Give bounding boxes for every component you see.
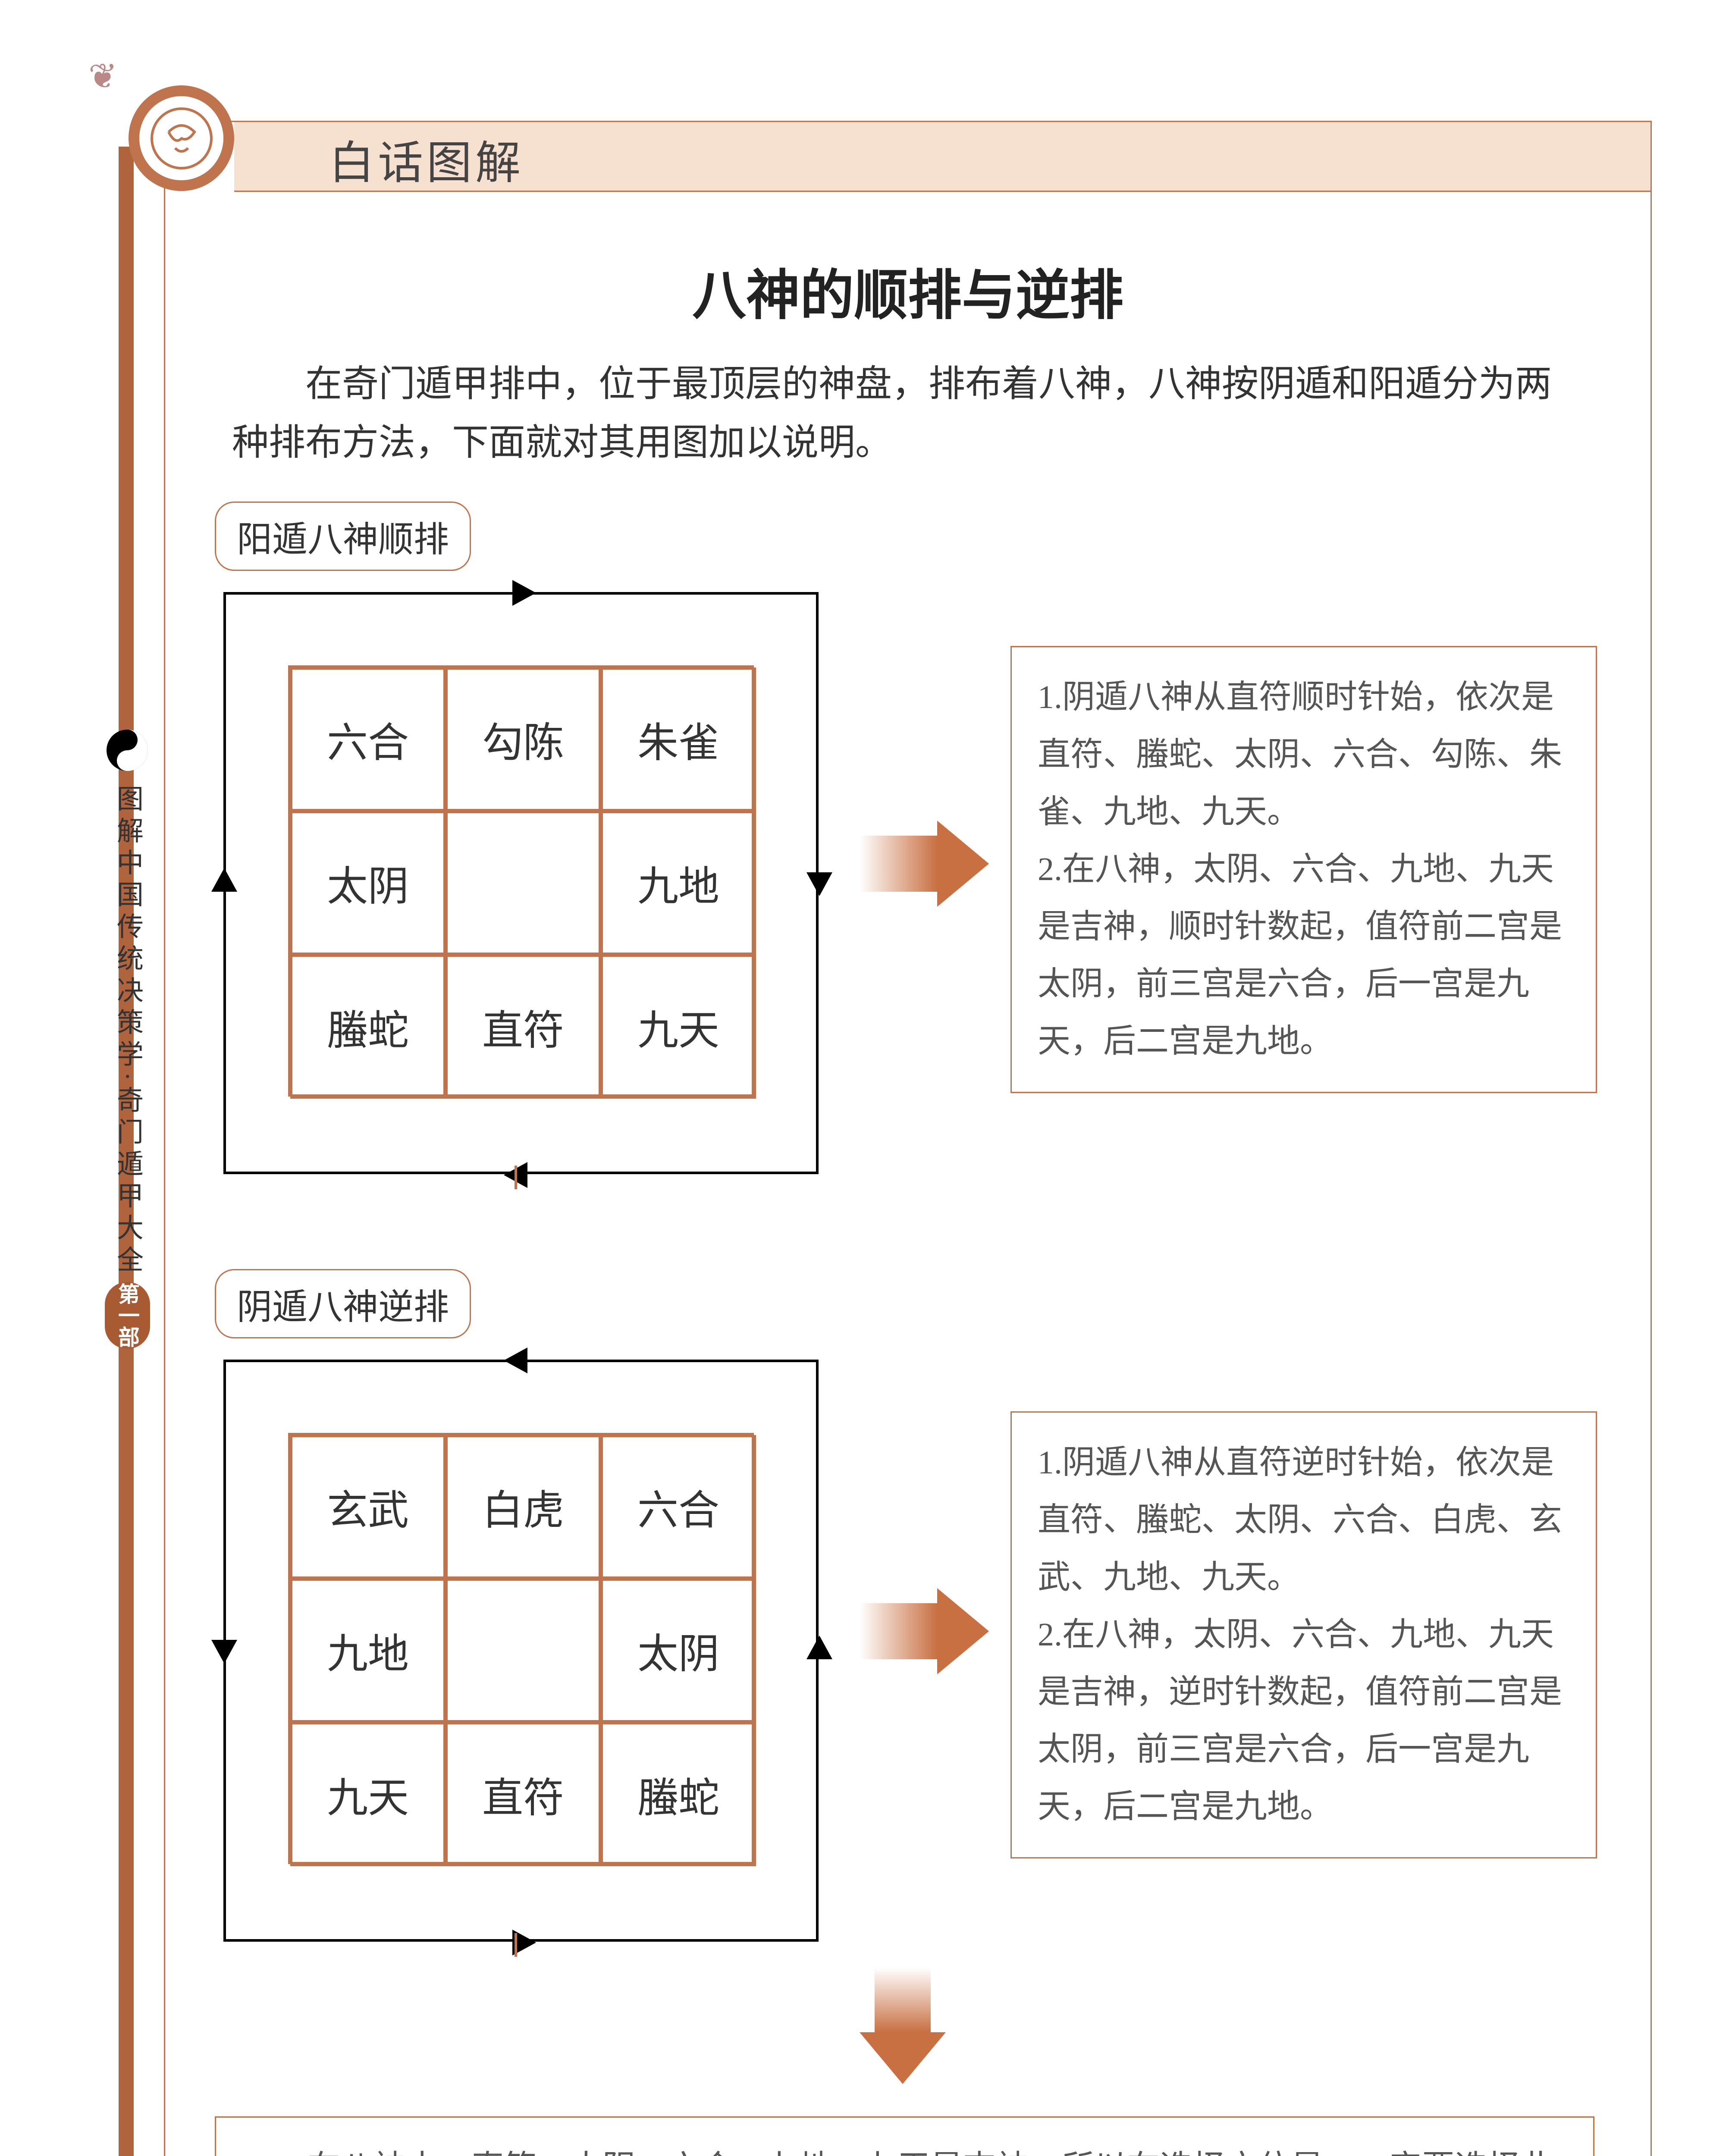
info-box-footer: 在八神中，直符、太阴、六合、九地、九天是吉神，所以在选择方位是，一定要选择此方位… (215, 2116, 1594, 2156)
grid-cell: 六合 (290, 667, 446, 811)
spine-text: 图解中国传统决策学·奇门遁甲大全 (108, 785, 147, 1278)
grid-cell: 直符 (446, 1722, 601, 1866)
spine-badge: 第一部 (105, 1282, 150, 1349)
spine-label: 图解中国传统决策学·奇门遁甲大全 第一部 (97, 729, 157, 1349)
yinyang-icon (106, 729, 149, 772)
diagram-yin: 玄武 白虎 六合 九地 太阴 九天 直符 螣蛇 (215, 1351, 827, 1955)
grid-cell: 九天 (601, 955, 756, 1099)
diagram-yang: 六合 勾陈 朱雀 太阴 九地 螣蛇 直符 九天 (215, 583, 827, 1187)
section2-label: 阴遁八神逆排 (215, 1269, 471, 1338)
header-bar: 白话图解 (234, 121, 1652, 192)
grid-cell (446, 1579, 601, 1722)
big-arrow-down-icon (860, 1968, 946, 2097)
grid-cell: 九天 (290, 1722, 446, 1866)
grid-yin: 玄武 白虎 六合 九地 太阴 九天 直符 螣蛇 (288, 1433, 754, 1864)
corner-ornament: ❦ (88, 56, 117, 97)
start-tick (515, 1933, 517, 1957)
info-box-1: 1.阴遁八神从直符顺时针始，依次是直符、螣蛇、太阴、六合、勾陈、朱雀、九地、九天… (1010, 646, 1597, 1093)
arrow-icon (211, 1640, 237, 1664)
header-circle (129, 85, 234, 191)
header-bar-title: 白话图解 (329, 126, 524, 192)
arrow-icon (806, 872, 832, 896)
grid-cell: 九地 (601, 811, 756, 955)
arrow-icon (504, 1348, 527, 1373)
grid-cell: 玄武 (290, 1435, 446, 1579)
dragon-icon (139, 96, 223, 180)
grid-cell: 太阴 (290, 811, 446, 955)
grid-cell (446, 811, 601, 955)
grid-cell: 太阴 (601, 1579, 756, 1722)
big-arrow-right-icon (860, 1588, 989, 1674)
grid-cell: 白虎 (446, 1435, 601, 1579)
page-title: 八神的顺排与逆排 (165, 251, 1650, 329)
arrow-icon (806, 1636, 832, 1659)
grid-cell: 九地 (290, 1579, 446, 1722)
intro-text: 在奇门遁甲排中，位于最顶层的神盘，排布着八神，八神按阴遁和阳遁分为两种排布方法，… (232, 355, 1584, 472)
page-frame: 白话图解 八神的顺排与逆排 在奇门遁甲排中，位于最顶层的神盘，排布着八神，八神按… (164, 121, 1652, 2156)
grid-cell: 螣蛇 (290, 955, 446, 1099)
start-tick (515, 1166, 517, 1189)
section1-label: 阳遁八神顺排 (215, 501, 471, 571)
grid-cell: 螣蛇 (601, 1722, 756, 1866)
grid-yang: 六合 勾陈 朱雀 太阴 九地 螣蛇 直符 九天 (288, 665, 754, 1097)
spine-badge-text: 第一部 (112, 1283, 143, 1348)
arrow-icon (512, 580, 536, 606)
big-arrow-right-icon (860, 821, 989, 907)
grid-cell: 朱雀 (601, 667, 756, 811)
grid-cell: 直符 (446, 955, 601, 1099)
info-box-2: 1.阴遁八神从直符逆时针始，依次是直符、螣蛇、太阴、六合、白虎、玄武、九地、九天… (1010, 1411, 1597, 1858)
arrow-icon (211, 868, 237, 892)
grid-cell: 勾陈 (446, 667, 601, 811)
grid-cell: 六合 (601, 1435, 756, 1579)
